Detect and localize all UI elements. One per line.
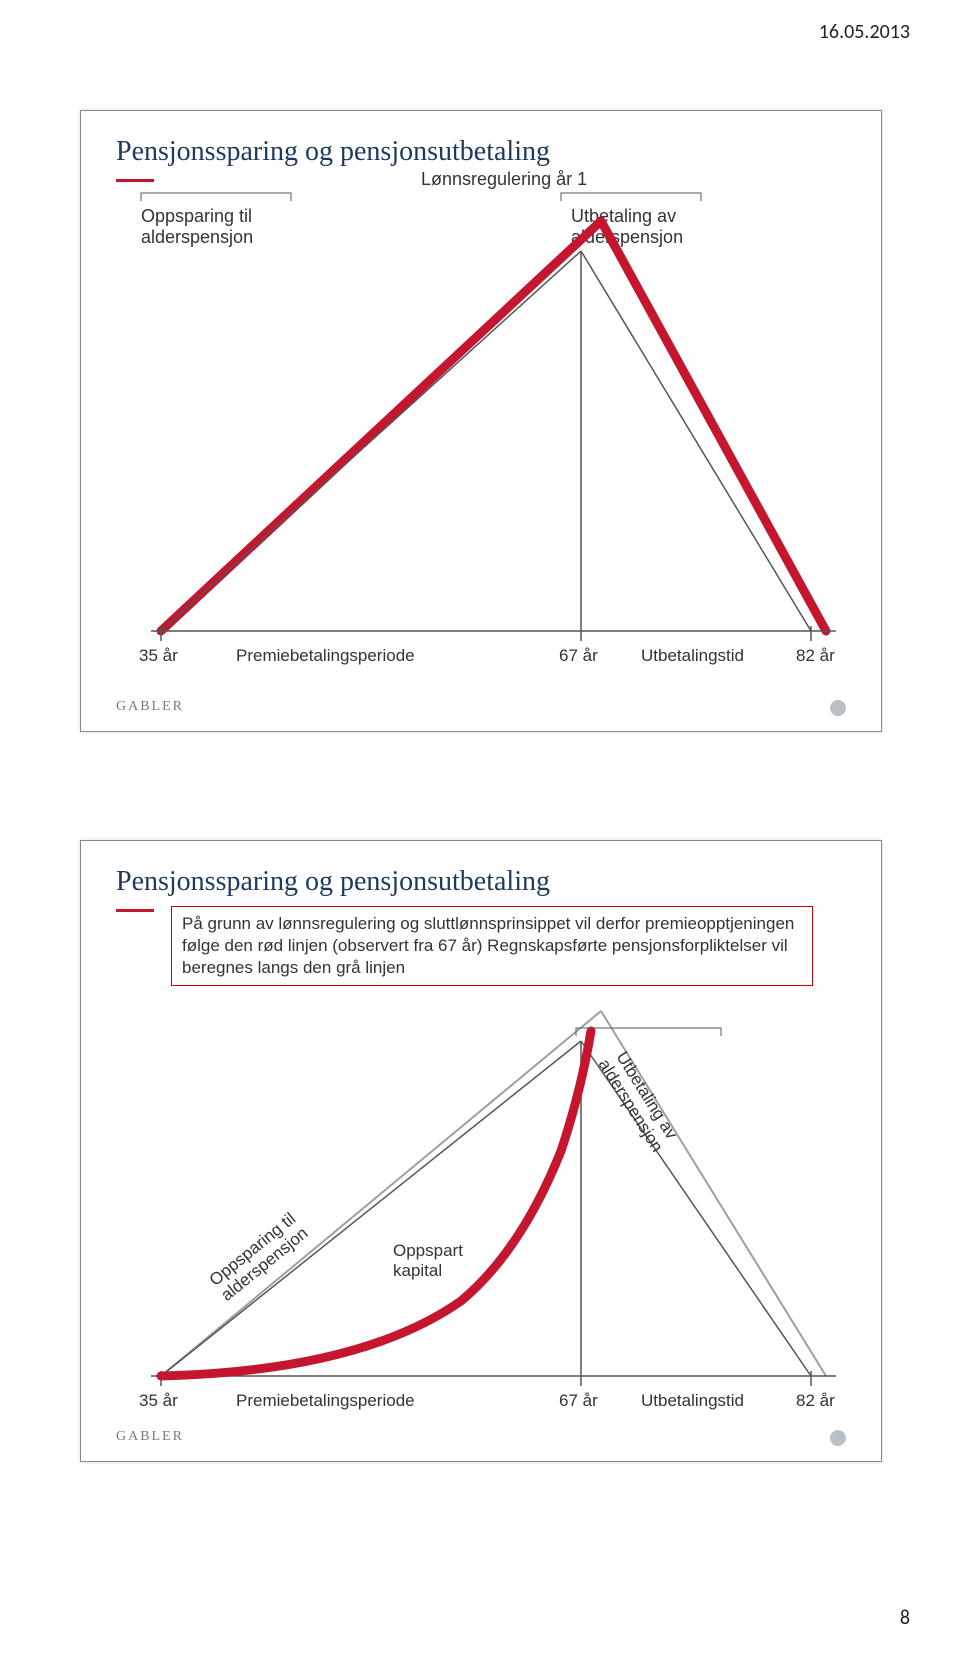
panel-top: Pensjonssparing og pensjonsutbetaling Lø…	[80, 110, 882, 732]
footer-dot-icon	[830, 700, 846, 716]
bracket-right-icon	[576, 1028, 721, 1036]
header-date: 16.05.2013	[819, 20, 910, 44]
thin-ascending-line	[161, 1041, 581, 1376]
axis-67: 67 år	[559, 1391, 598, 1411]
axis-67: 67 år	[559, 646, 598, 666]
thin-descending-line	[581, 251, 811, 631]
panel2-chart	[81, 841, 881, 1461]
page-number: 8	[900, 1606, 910, 1630]
axis-35: 35 år	[139, 1391, 178, 1411]
footer-brand: GABLER	[116, 1429, 184, 1445]
axis-premie-label: Premiebetalingsperiode	[236, 1391, 415, 1411]
red-descending-line	[601, 221, 826, 631]
panel-bottom: Pensjonssparing og pensjonsutbetaling På…	[80, 840, 882, 1462]
axis-82: 82 år	[796, 646, 835, 666]
panel1-chart	[81, 111, 881, 731]
axis-82: 82 år	[796, 1391, 835, 1411]
axis-35: 35 år	[139, 646, 178, 666]
bracket-right-icon	[561, 193, 701, 201]
bracket-left-icon	[141, 193, 291, 201]
axis-premie-label: Premiebetalingsperiode	[236, 646, 415, 666]
gray-ascending-line	[161, 1011, 601, 1376]
panel2-kapital: Oppspart kapital	[393, 1241, 463, 1282]
axis-utbet-label: Utbetalingstid	[641, 646, 744, 666]
red-ascending-line	[161, 221, 601, 631]
thin-ascending-line	[161, 251, 581, 631]
axis-utbet-label: Utbetalingstid	[641, 1391, 744, 1411]
footer-dot-icon	[830, 1430, 846, 1446]
footer-brand: GABLER	[116, 699, 184, 715]
